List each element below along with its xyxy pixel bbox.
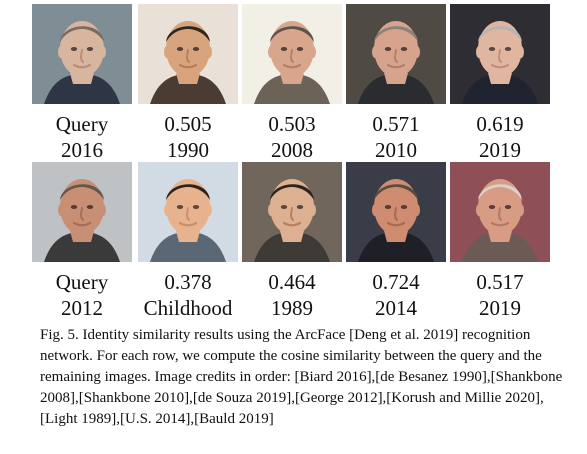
portrait-art: [346, 4, 446, 104]
comparison-image-cell: 0.619 2019: [450, 4, 554, 162]
image-caption-year: 1990: [167, 138, 209, 162]
query-image-cell: Query 2016: [32, 4, 136, 162]
query-image-cell: Query 2012: [32, 162, 136, 320]
portrait-photo: [450, 162, 550, 262]
image-caption-year: 2012: [61, 296, 103, 320]
image-caption-year: 1989: [271, 296, 313, 320]
image-caption-year: 2016: [61, 138, 103, 162]
image-caption-year: 2014: [375, 296, 417, 320]
portrait-photo: [138, 4, 238, 104]
portrait-art: [450, 162, 550, 262]
similarity-score: 0.724: [372, 270, 420, 294]
comparison-image-cell: 0.378 Childhood: [138, 162, 242, 320]
portrait-art: [242, 4, 342, 104]
portrait-photo: [242, 4, 342, 104]
similarity-score: 0.571: [372, 112, 420, 136]
comparison-image-cell: 0.517 2019: [450, 162, 554, 320]
image-caption-label: Query: [55, 270, 109, 294]
portrait-art: [138, 4, 238, 104]
portrait-photo: [450, 4, 550, 104]
portrait-photo: [32, 4, 132, 104]
image-caption-year: Childhood: [143, 296, 233, 320]
figure-label: Fig. 5.: [40, 327, 79, 343]
comparison-image-cell: 0.503 2008: [242, 4, 346, 162]
portrait-photo: [346, 4, 446, 104]
image-caption-year: 2019: [479, 138, 521, 162]
comparison-image-cell: 0.464 1989: [242, 162, 346, 320]
image-caption-year: 2008: [271, 138, 313, 162]
figure-caption: Fig. 5. Identity similarity results usin…: [40, 325, 565, 430]
portrait-photo: [242, 162, 342, 262]
similarity-score: 0.505: [164, 112, 212, 136]
similarity-score: 0.378: [164, 270, 212, 294]
comparison-image-cell: 0.571 2010: [346, 4, 450, 162]
portrait-photo: [32, 162, 132, 262]
image-caption-year: 2010: [375, 138, 417, 162]
similarity-score: 0.517: [476, 270, 524, 294]
comparison-image-cell: 0.724 2014: [346, 162, 450, 320]
similarity-score: 0.619: [476, 112, 524, 136]
similarity-score: 0.464: [268, 270, 316, 294]
portrait-art: [450, 4, 550, 104]
comparison-image-cell: 0.505 1990: [138, 4, 242, 162]
image-caption-year: 2019: [479, 296, 521, 320]
portrait-photo: [346, 162, 446, 262]
image-caption-label: Query: [55, 112, 109, 136]
portrait-art: [346, 162, 446, 262]
portrait-art: [138, 162, 238, 262]
image-row: Query 2016 0.505 1990 0.503 2008 0.571 2…: [0, 4, 587, 162]
portrait-art: [32, 4, 132, 104]
similarity-score: 0.503: [268, 112, 316, 136]
image-row: Query 2012 0.378 Childhood 0.464 1989 0.…: [0, 162, 587, 320]
portrait-art: [242, 162, 342, 262]
figure-caption-text: Identity similarity results using the Ar…: [40, 327, 563, 427]
portrait-art: [32, 162, 132, 262]
portrait-photo: [138, 162, 238, 262]
